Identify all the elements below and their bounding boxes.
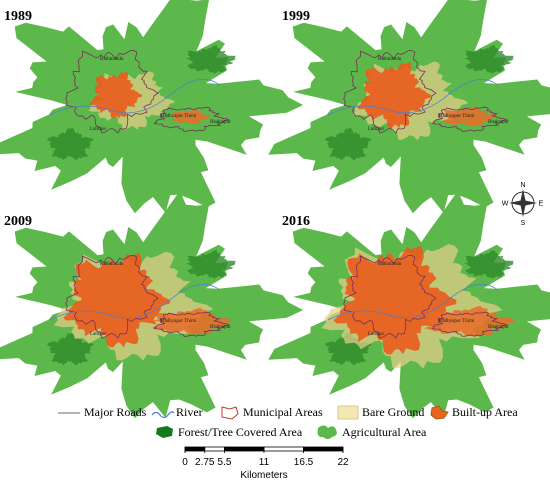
map-panel: 1989 Kathmandu Lalitpur Madhyapur Thimi Bhak… [0, 0, 304, 214]
scale-bar: 0 2.75 5.5 11 16.5 22 Kilometers [182, 446, 349, 481]
legend-label: Forest/Tree Covered Area [178, 425, 303, 439]
place-label: Lalitpur [368, 332, 384, 337]
municipal-boundary [153, 311, 230, 337]
place-label: Bhaktapur [488, 325, 509, 330]
legend-label: Bare Ground [362, 405, 424, 419]
built-up-area [89, 71, 143, 119]
scale-unit: Kilometers [240, 470, 287, 481]
river [327, 78, 499, 116]
scale-label: 22 [337, 457, 349, 468]
scale-label: 2.75 [195, 457, 215, 468]
place-label: Lalitpur [90, 127, 106, 132]
place-label: Madhyapur Thimi [438, 114, 475, 119]
place-label: Bhaktapur [210, 120, 231, 125]
compass-e: E [539, 201, 544, 208]
place-label: Kathmandu [100, 262, 124, 267]
built-up-area [333, 245, 457, 355]
scale-segment [303, 446, 344, 452]
legend-label: Agricultural Area [342, 425, 427, 439]
municipal-boundary [65, 255, 159, 339]
forest-area [47, 127, 94, 161]
place-label: Bhaktapur [488, 120, 509, 125]
legend-municipal [221, 406, 239, 420]
map-panel: 2009 Kathmandu Lalitpur Madhyapur Thimi Bhak… [0, 190, 304, 419]
year-label: 2016 [282, 214, 310, 229]
river [49, 283, 221, 321]
built-up-area [357, 62, 432, 129]
place-label: Madhyapur Thimi [160, 319, 197, 324]
forest-area [186, 250, 237, 279]
legend: Major Roads River Municipal Areas Bare G… [58, 405, 518, 439]
legend-forest [156, 426, 173, 438]
legend-label: Built-up Area [452, 405, 518, 419]
compass-star [509, 189, 537, 217]
compass-w: W [502, 201, 509, 208]
river [327, 283, 499, 321]
municipal-boundary [431, 106, 508, 132]
scale-segment [204, 446, 225, 452]
municipal-boundary [343, 255, 437, 339]
forest-area [464, 45, 515, 74]
legend-builtup [430, 405, 449, 420]
map-panel: 1999 Kathmandu Lalitpur Madhyapur Thimi Bhak… [268, 0, 550, 214]
scale-segment [184, 446, 206, 452]
scale-label: 0 [182, 457, 188, 468]
municipal-boundary [65, 50, 159, 134]
municipal-boundary [431, 311, 508, 337]
legend-river [151, 411, 175, 419]
place-label: Kathmandu [100, 57, 124, 62]
legend-label: Major Roads [84, 405, 147, 419]
built-up-area [171, 108, 211, 125]
built-up-area [441, 106, 497, 127]
forest-area [47, 332, 94, 366]
forest-area [325, 127, 372, 161]
scale-segment [263, 446, 304, 452]
scale-label: 5.5 [218, 457, 232, 468]
scale-label: 16.5 [294, 457, 314, 468]
year-label: 2009 [4, 214, 32, 229]
legend-bare [337, 405, 359, 420]
place-label: Lalitpur [90, 332, 106, 337]
municipal-boundary [153, 106, 230, 132]
built-up-area [63, 252, 171, 348]
legend-label: Municipal Areas [243, 405, 323, 419]
forest-area [186, 45, 237, 74]
place-label: Lalitpur [368, 127, 384, 132]
legend-agri [317, 425, 337, 439]
place-label: Kathmandu [378, 57, 402, 62]
scale-segment [224, 446, 265, 452]
year-label: 1989 [4, 9, 32, 24]
compass: N E S W [502, 182, 544, 227]
municipal-boundary [343, 50, 437, 134]
place-label: Kathmandu [378, 262, 402, 267]
river [49, 78, 221, 116]
compass-s: S [521, 220, 526, 227]
place-label: Bhaktapur [210, 325, 231, 330]
compass-n: N [520, 182, 525, 189]
forest-area [464, 250, 515, 279]
year-label: 1999 [282, 9, 310, 24]
built-up-area [151, 307, 231, 336]
map-panel: 2016 Kathmandu Lalitpur Madhyapur Thimi Bhak… [268, 190, 550, 419]
legend-label: River [176, 405, 203, 419]
place-label: Madhyapur Thimi [160, 114, 197, 119]
maps: 1989 Kathmandu Lalitpur Madhyapur Thimi Bhak… [0, 0, 550, 419]
place-label: Madhyapur Thimi [438, 319, 475, 324]
scale-label: 11 [259, 457, 270, 468]
